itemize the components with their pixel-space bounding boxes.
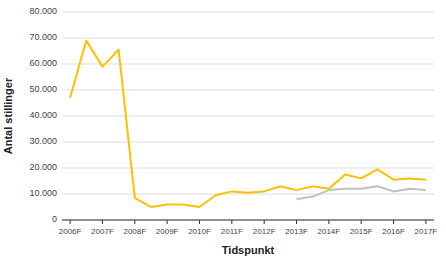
y-tick-label: 10.000 bbox=[29, 188, 57, 198]
x-tick-label: 2016F bbox=[382, 227, 405, 236]
x-axis-line bbox=[62, 220, 434, 221]
x-tick bbox=[134, 220, 135, 224]
x-tick-label: 2014F bbox=[318, 227, 341, 236]
x-tick-label: 2006F bbox=[59, 227, 82, 236]
series-group bbox=[70, 41, 426, 207]
x-tick-label: 2008F bbox=[123, 227, 146, 236]
x-tick bbox=[70, 220, 71, 224]
x-tick-label: 2015F bbox=[350, 227, 373, 236]
x-tick-label: 2017F bbox=[415, 227, 438, 236]
grid bbox=[62, 12, 434, 220]
grid-line bbox=[62, 12, 434, 13]
grid-line bbox=[62, 90, 434, 91]
grid-line bbox=[62, 220, 434, 221]
x-tick-label: 2009F bbox=[156, 227, 179, 236]
y-tick-label: 40.000 bbox=[29, 110, 57, 120]
x-tick-label: 2007F bbox=[91, 227, 114, 236]
x-tick bbox=[393, 220, 394, 224]
y-axis: 0 10.000 20.000 30.000 40.000 50.000 60.000 70.… bbox=[29, 6, 57, 224]
y-tick-label: 20.000 bbox=[29, 162, 57, 172]
x-axis-label: Tidspunkt bbox=[222, 244, 275, 256]
line bbox=[70, 41, 426, 207]
x-tick bbox=[231, 220, 232, 224]
grid-line bbox=[62, 168, 434, 169]
x-tick bbox=[102, 220, 103, 224]
x-tick bbox=[264, 220, 265, 224]
y-axis-label: Antal stillinger bbox=[2, 77, 14, 154]
x-tick-label: 2012F bbox=[253, 227, 276, 236]
y-tick-label: 0 bbox=[52, 214, 57, 224]
x-tick bbox=[361, 220, 362, 224]
grid-line bbox=[62, 116, 434, 117]
x-tick-label: 2011F bbox=[221, 227, 243, 236]
x-tick bbox=[296, 220, 297, 224]
y-tick-label: 30.000 bbox=[29, 136, 57, 146]
x-tick-label: 2013F bbox=[285, 227, 308, 236]
y-tick-label: 60.000 bbox=[29, 58, 57, 68]
x-tick bbox=[328, 220, 329, 224]
y-tick-label: 70.000 bbox=[29, 32, 57, 42]
x-tick-label: 2010F bbox=[188, 227, 211, 236]
x-tick bbox=[425, 220, 426, 224]
x-axis: 2006F 2007F 2008F 2009F 2010F 2011F 2012F 2013F… bbox=[59, 220, 438, 236]
x-tick bbox=[199, 220, 200, 224]
y-tick-label: 80.000 bbox=[29, 6, 57, 16]
line bbox=[297, 186, 426, 199]
chart: 0 10.000 20.000 30.000 40.000 50.000 60.000 70.… bbox=[0, 0, 446, 262]
grid-line bbox=[62, 38, 434, 39]
grid-line bbox=[62, 142, 434, 143]
x-tick bbox=[167, 220, 168, 224]
grid-line bbox=[62, 64, 434, 65]
y-tick-label: 50.000 bbox=[29, 84, 57, 94]
